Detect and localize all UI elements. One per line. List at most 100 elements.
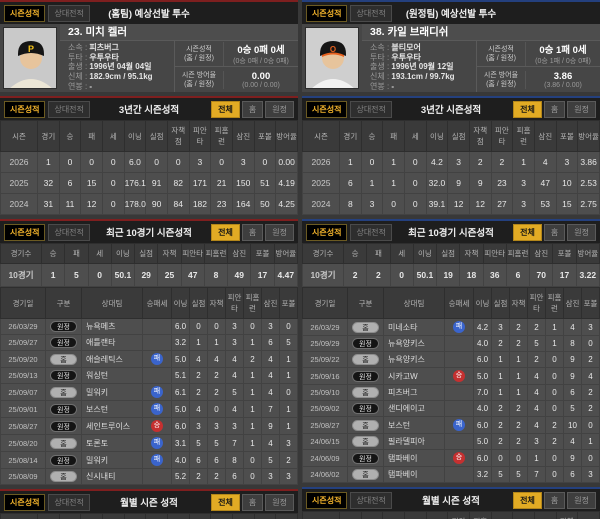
player-season-stats: 시즌성적 (홈 / 원정) 0승 0패 0세 (0승 0패 / 0승 0패) 시즌 …: [174, 41, 298, 92]
filter-all-button[interactable]: 전체: [211, 493, 240, 511]
tab-head-to-head[interactable]: 상대전적: [350, 4, 392, 22]
column-header: 삼진: [210, 513, 233, 519]
column-header: 실점: [447, 120, 470, 152]
tab-season-stats[interactable]: 시즌성적: [4, 100, 46, 118]
tab-head-to-head[interactable]: 상대전적: [48, 4, 90, 22]
filter-home-button[interactable]: 홈: [241, 100, 264, 118]
cell: 4.47: [273, 263, 299, 287]
column-header: 피안타: [490, 120, 514, 152]
cell: 0: [581, 335, 600, 352]
filter-home-button[interactable]: 홈: [543, 223, 566, 241]
cell: 6: [563, 466, 582, 483]
tab-season-stats[interactable]: 시즌성적: [306, 100, 348, 118]
cell: 0: [545, 384, 564, 401]
season-era-split: (3.86 / 0.00): [544, 81, 582, 89]
cell: 승: [444, 449, 474, 467]
filter-home-button[interactable]: 홈: [241, 493, 264, 511]
player-info-list: 소속 : 볼티모어 투타 : 우투우타 출생 : 1996년 09월 12일 신체 :…: [370, 43, 476, 92]
game-date: 25/08/27: [302, 416, 348, 434]
filter-away-button[interactable]: 원정: [265, 493, 294, 511]
player-avatar-graphic: O: [306, 28, 358, 88]
cell: 15: [555, 193, 579, 215]
cell: 홈: [347, 384, 384, 401]
filter-away-button[interactable]: 원정: [567, 100, 596, 118]
filter-all-button[interactable]: 전체: [513, 491, 542, 509]
cell: 32: [37, 172, 60, 194]
column-header: 방어율: [275, 120, 298, 152]
tab-head-to-head[interactable]: 상대전적: [350, 223, 392, 241]
tab-season-stats[interactable]: 시즌성적: [306, 491, 348, 509]
cell: 2: [243, 350, 262, 368]
cell: 51: [253, 172, 277, 194]
filter-away-button[interactable]: 원정: [567, 491, 596, 509]
season-era-row: 시즌 방어율 (홈 / 원정) 3.86 (3.86 / 0.00): [477, 67, 600, 92]
cell: 3: [512, 172, 535, 194]
cell: 2.75: [577, 193, 600, 215]
filter-home-button[interactable]: 홈: [241, 223, 264, 241]
cell: 2: [545, 416, 564, 434]
cell: 176.1: [123, 172, 147, 194]
tab-head-to-head[interactable]: 상대전적: [350, 491, 392, 509]
filter-all-button[interactable]: 전체: [211, 100, 240, 118]
column-header: 자책점: [555, 511, 579, 519]
tab-season-stats[interactable]: 시즌성적: [4, 493, 46, 511]
cell: 2: [545, 433, 564, 450]
filter-all-button[interactable]: 전체: [513, 223, 542, 241]
cell: 0: [207, 318, 226, 335]
cell: 15: [80, 172, 103, 194]
cell: [444, 384, 474, 401]
home-recent10-section: 시즌성적 상대전적 최근 10경기 시즌성적 전체 홈 원정 경기수 승 패 세 이닝 실…: [0, 219, 299, 485]
filter-home-button[interactable]: 홈: [543, 100, 566, 118]
opponent-name: 미네소타: [383, 318, 445, 336]
cell: 0: [101, 172, 125, 194]
cell: 1: [40, 263, 66, 287]
cell: 6: [189, 451, 208, 469]
season-record-value: 0승 0패 0세: [237, 44, 285, 56]
tab-head-to-head[interactable]: 상대전적: [350, 100, 392, 118]
cell: 50.1: [412, 263, 438, 287]
tab-season-stats[interactable]: 시즌성적: [306, 4, 348, 22]
column-header: 삼진: [512, 511, 535, 519]
column-header: 피홈런: [166, 513, 190, 519]
game-date: 25/09/02: [302, 400, 348, 417]
cell: 3: [207, 417, 226, 435]
game-date: 25/08/27: [0, 417, 46, 435]
cell: 6: [563, 384, 582, 401]
player-info-list: 소속 : 피츠버그 투타 : 우투우타 출생 : 1996년 04월 04일 신체 :…: [68, 43, 174, 92]
tab-head-to-head[interactable]: 상대전적: [48, 223, 90, 241]
cell: 3.86: [577, 151, 600, 173]
cell: 12: [447, 193, 470, 215]
cell: 9: [563, 351, 582, 368]
tab-head-to-head[interactable]: 상대전적: [48, 100, 90, 118]
filter-away-button[interactable]: 원정: [265, 223, 294, 241]
cell: 0: [545, 367, 564, 385]
column-header: 피홈런: [505, 243, 531, 264]
cell: 2024: [302, 193, 340, 215]
season-era-value: 3.86: [553, 70, 573, 82]
svg-text:P: P: [28, 44, 34, 54]
cell: 2.53: [577, 172, 600, 194]
cell: 3: [360, 193, 384, 215]
cell: [142, 468, 172, 485]
filter-all-button[interactable]: 전체: [211, 223, 240, 241]
cell: 53: [533, 193, 557, 215]
player-info-row: 투타 : 우투우타: [68, 52, 119, 62]
tab-head-to-head[interactable]: 상대전적: [48, 493, 90, 511]
tab-season-stats[interactable]: 시즌성적: [4, 223, 46, 241]
filter-away-button[interactable]: 원정: [567, 223, 596, 241]
game-date: 25/09/29: [302, 335, 348, 352]
opponent-name: 보스턴: [383, 416, 445, 434]
tab-season-stats[interactable]: 시즌성적: [306, 223, 348, 241]
tab-season-stats[interactable]: 시즌성적: [4, 4, 46, 22]
filter-home-button[interactable]: 홈: [543, 491, 566, 509]
cell: 1: [509, 351, 528, 368]
game-log-row: 25/09/27 원정 애틀랜타 3.2 1 1 3 1 6 5: [0, 334, 298, 351]
column-header: 시즌: [0, 120, 38, 152]
player-profile-card: P 23. 미치 켈러 소속 : 피츠버그 투타 : 우투우타 출생 : 1996년…: [0, 24, 298, 92]
filter-all-button[interactable]: 전체: [513, 100, 542, 118]
filter-away-button[interactable]: 원정: [265, 100, 294, 118]
game-date: 25/09/10: [302, 384, 348, 401]
cell: 1: [279, 400, 298, 418]
column-header: 자책점: [166, 120, 190, 152]
player-photo: P: [3, 27, 57, 89]
